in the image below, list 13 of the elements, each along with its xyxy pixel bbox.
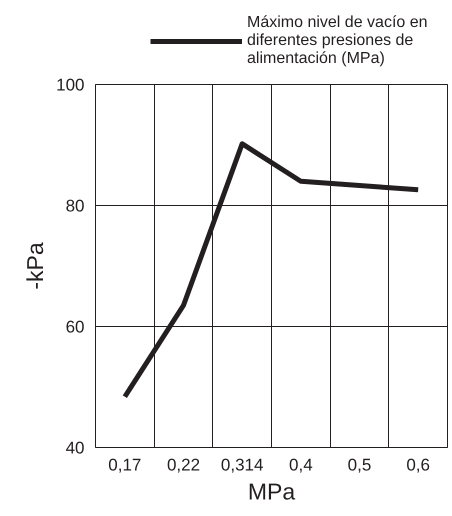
x-tick-label: 0,5 — [348, 456, 372, 474]
x-tick-label: 0,17 — [108, 456, 142, 474]
x-tick-label: 0,6 — [406, 456, 430, 474]
x-tick-label: 0,314 — [220, 456, 264, 474]
y-tick-label: 100 — [56, 76, 85, 94]
x-tick-label: 0,4 — [289, 456, 313, 474]
x-axis-title: MPa — [248, 478, 296, 504]
x-tick-label: 0,22 — [166, 456, 200, 474]
y-tick-label: 80 — [66, 196, 85, 216]
y-tick-label: 40 — [66, 438, 85, 458]
y-axis-title: -kPa — [22, 242, 48, 290]
y-tick-label: 60 — [66, 318, 85, 336]
text: Máximo nivel de vacío en diferentes presiones de alimentación (MPa) — [247, 14, 428, 68]
